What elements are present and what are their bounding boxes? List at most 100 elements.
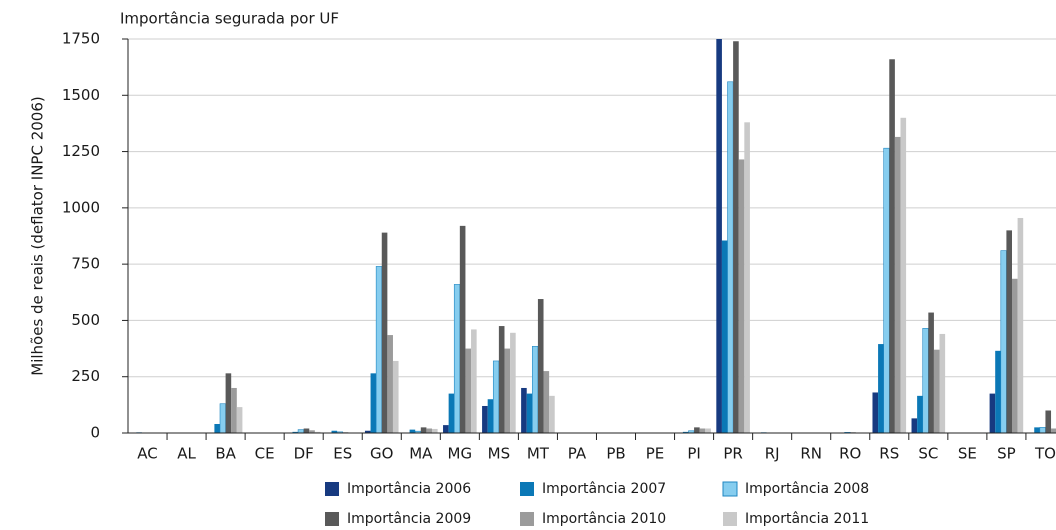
bar — [911, 418, 918, 433]
x-tick-label: MT — [527, 445, 550, 463]
bar — [375, 266, 383, 434]
bar — [721, 240, 728, 433]
legend-swatch — [520, 512, 534, 526]
bar — [297, 429, 304, 434]
bar — [453, 284, 461, 434]
bar — [231, 387, 237, 433]
y-tick-label: 500 — [71, 311, 100, 329]
bar — [236, 407, 243, 433]
bar — [420, 427, 427, 433]
bar — [738, 159, 745, 434]
x-tick-label: RN — [800, 445, 822, 463]
bar — [1039, 427, 1046, 434]
bar — [1000, 250, 1007, 434]
bar — [549, 395, 555, 433]
x-tick-label: MA — [409, 445, 433, 463]
x-tick-label: PA — [568, 445, 587, 463]
bar — [939, 333, 946, 433]
bar — [733, 41, 739, 433]
legend-label: Importância 2007 — [542, 481, 666, 497]
chart-title: Importância segurada por UF — [120, 10, 339, 28]
bar — [928, 312, 934, 433]
legend-label: Importância 2010 — [542, 511, 666, 527]
bar — [872, 392, 879, 433]
bar — [1012, 278, 1018, 433]
x-tick-label: MS — [488, 445, 510, 463]
bar — [532, 346, 539, 434]
bar — [705, 428, 711, 433]
x-tick-label: TO — [1034, 445, 1056, 463]
bar — [471, 329, 477, 433]
bar — [214, 423, 220, 433]
bar — [933, 349, 940, 433]
x-tick-label: AC — [137, 445, 157, 463]
bar — [894, 136, 901, 434]
bar — [543, 371, 550, 433]
bar — [526, 393, 533, 433]
bar — [878, 344, 884, 433]
x-tick-label: MG — [448, 445, 473, 463]
bar — [744, 122, 750, 433]
x-tick-label: GO — [370, 445, 393, 463]
y-tick-label: 1250 — [62, 142, 100, 160]
y-axis-label: Milhões de reais (deflator INPC 2006) — [29, 96, 47, 376]
bar — [381, 232, 388, 433]
bar — [1006, 230, 1012, 433]
bar — [465, 348, 472, 433]
bar — [682, 431, 689, 433]
x-tick-label: RJ — [765, 445, 780, 463]
bar — [889, 59, 895, 434]
bar — [487, 399, 494, 433]
bar — [443, 425, 449, 433]
bar — [331, 430, 338, 433]
legend-swatch — [723, 512, 737, 526]
bar — [225, 373, 232, 433]
bar — [900, 117, 907, 434]
bar — [498, 326, 505, 433]
y-tick-label: 750 — [71, 255, 100, 273]
bar — [448, 393, 455, 433]
x-tick-label: DF — [294, 445, 314, 463]
legend-label: Importância 2008 — [745, 481, 869, 497]
bar — [492, 360, 500, 434]
y-tick-label: 250 — [71, 367, 100, 385]
bar — [459, 225, 466, 433]
bar — [303, 428, 310, 433]
bar — [219, 403, 226, 434]
bar — [510, 332, 516, 433]
legend-swatch — [520, 482, 534, 496]
x-tick-label: PE — [646, 445, 665, 463]
bar — [727, 81, 734, 434]
legend-swatch — [722, 481, 738, 497]
bar — [521, 387, 527, 433]
legend-label: Importância 2011 — [745, 511, 869, 527]
bar — [1034, 427, 1040, 433]
y-tick-label: 1750 — [62, 30, 100, 48]
bar — [537, 299, 544, 433]
bar — [370, 373, 377, 433]
bar — [883, 147, 890, 434]
bar — [694, 427, 700, 433]
y-tick-label: 0 — [90, 424, 100, 442]
x-tick-label: SE — [958, 445, 977, 463]
x-tick-label: SP — [997, 445, 1016, 463]
bar — [364, 430, 371, 433]
bar — [716, 39, 722, 433]
bar — [387, 335, 393, 433]
x-tick-label: SC — [918, 445, 938, 463]
bar — [995, 350, 1001, 433]
x-tick-label: CE — [255, 445, 275, 463]
legend-label: Importância 2009 — [347, 511, 471, 527]
bar — [314, 431, 321, 433]
bar — [409, 429, 416, 433]
bar — [432, 428, 438, 433]
legend-swatch — [325, 482, 339, 496]
bar — [917, 395, 923, 433]
x-tick-label: PB — [606, 445, 625, 463]
x-tick-label: RO — [839, 445, 861, 463]
x-tick-label: PR — [723, 445, 742, 463]
bar — [989, 393, 996, 433]
bar — [922, 328, 929, 434]
